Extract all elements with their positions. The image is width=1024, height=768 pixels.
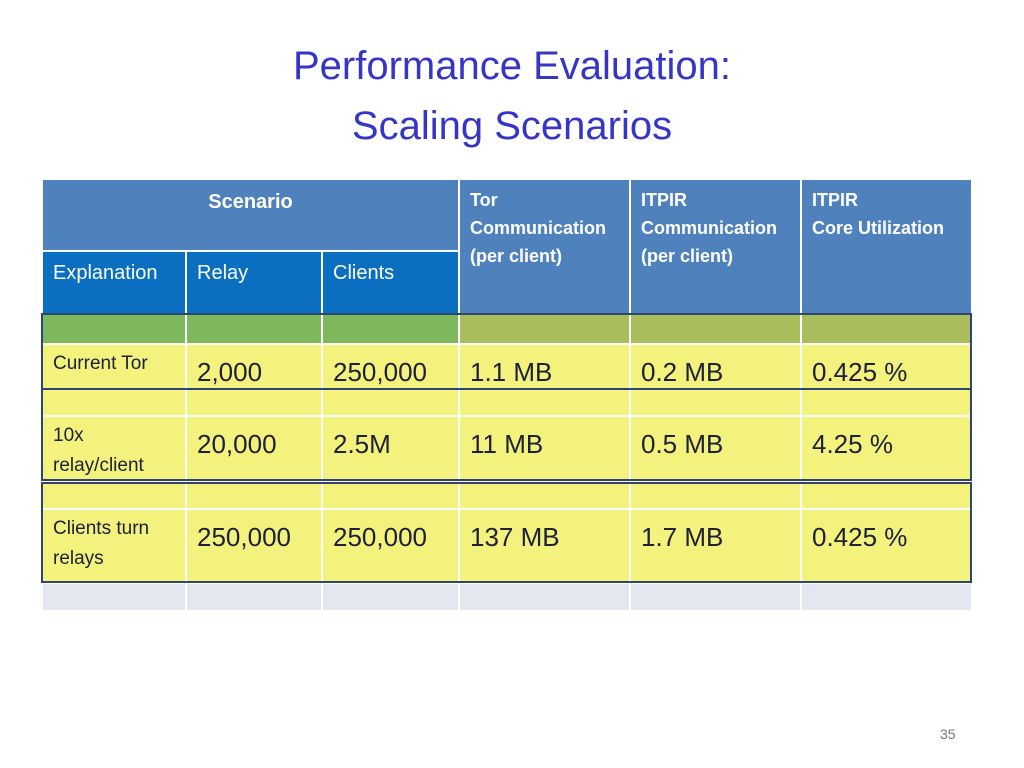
empty-cell	[43, 482, 187, 510]
header-cell: ITPIR Core Utilization	[802, 180, 973, 313]
data-cell: 20,000	[187, 417, 323, 482]
empty-cell	[802, 482, 973, 510]
data-cell: 1.7 MB	[631, 510, 802, 584]
empty-cell	[323, 584, 460, 612]
row-outline	[41, 482, 972, 583]
empty-cell	[631, 313, 802, 345]
subheader-cell: Relay	[187, 252, 323, 313]
data-cell: 0.5 MB	[631, 417, 802, 482]
empty-cell	[187, 390, 323, 417]
empty-cell	[460, 390, 631, 417]
header-cell: Tor Communication (per client)	[460, 180, 631, 313]
empty-cell	[323, 390, 460, 417]
empty-cell	[460, 482, 631, 510]
row-label: Current Tor	[43, 345, 187, 390]
data-cell: 2.5M	[323, 417, 460, 482]
header-cell: ITPIR Communication (per client)	[631, 180, 802, 313]
header-line: Communication	[641, 218, 778, 238]
empty-cell	[802, 584, 973, 612]
row-label: 10x relay/client	[43, 417, 187, 482]
header-line: (per client)	[641, 246, 734, 266]
row-outline	[41, 388, 972, 481]
data-cell: 250,000	[323, 510, 460, 584]
header-line: Tor	[470, 190, 498, 210]
row-outline	[41, 313, 972, 390]
subheader-cell: Explanation	[43, 252, 187, 313]
data-cell: 0.425 %	[802, 345, 973, 390]
empty-cell	[802, 390, 973, 417]
empty-cell	[802, 313, 973, 345]
data-cell: 0.425 %	[802, 510, 973, 584]
header-line: ITPIR	[641, 190, 688, 210]
data-cell: 2,000	[187, 345, 323, 390]
empty-cell	[187, 584, 323, 612]
empty-cell	[43, 390, 187, 417]
data-cell: 4.25 %	[802, 417, 973, 482]
empty-cell	[323, 482, 460, 510]
row-label: Clients turn relays	[43, 510, 187, 584]
subheader-cell: Clients	[323, 252, 460, 313]
empty-cell	[43, 313, 187, 345]
empty-cell	[460, 313, 631, 345]
empty-cell	[187, 482, 323, 510]
empty-cell	[323, 313, 460, 345]
empty-cell	[631, 482, 802, 510]
slide-title: Performance Evaluation:	[292, 44, 731, 88]
empty-cell	[460, 584, 631, 612]
empty-cell	[187, 313, 323, 345]
header-line: ITPIR	[812, 190, 859, 210]
header-line: (per client)	[470, 246, 563, 266]
header-line: Core Utilization	[812, 218, 945, 238]
slide-title: Scaling Scenarios	[351, 104, 673, 148]
empty-cell	[631, 584, 802, 612]
empty-cell	[43, 584, 187, 612]
data-cell: 250,000	[187, 510, 323, 584]
header-cell: Scenario	[43, 180, 460, 250]
empty-cell	[631, 390, 802, 417]
data-cell: 11 MB	[460, 417, 631, 482]
header-line: Communication	[470, 218, 607, 238]
data-cell: 137 MB	[460, 510, 631, 584]
data-cell: 250,000	[323, 345, 460, 390]
page-number: 35	[940, 726, 956, 742]
